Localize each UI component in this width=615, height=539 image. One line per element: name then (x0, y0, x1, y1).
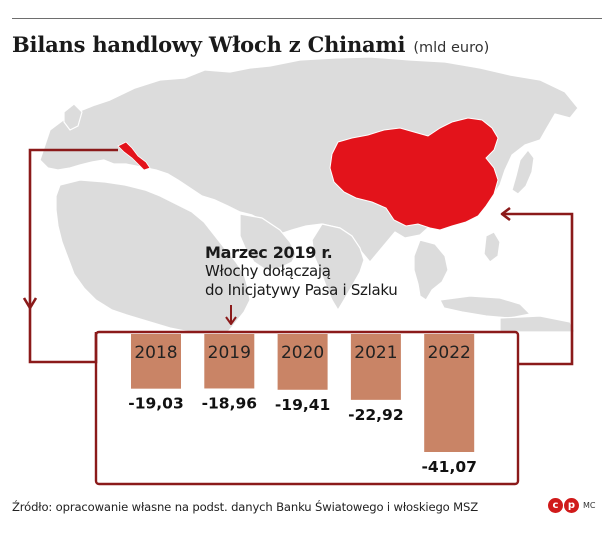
value-label-2022: -41,07 (421, 458, 476, 476)
category-label-2019: 2019 (208, 343, 251, 363)
value-label-2019: -18,96 (202, 394, 257, 412)
bar-2022 (424, 334, 475, 452)
title-unit: (mld euro) (413, 40, 490, 56)
land-arabia (239, 213, 297, 271)
pointer-arrow-head (225, 316, 237, 325)
land-philippines (483, 231, 501, 263)
logo-c-icon: c (548, 498, 563, 513)
bars-layer: 2018 -19,03 2019 -18,96 2020 -19,41 2021 -22,92… (128, 334, 477, 476)
loop-arrow-left-head (22, 297, 38, 310)
category-label-2018: 2018 (134, 343, 177, 363)
land-japan (511, 149, 535, 195)
category-label-2022: 2022 (428, 343, 471, 363)
logo-p-icon: p (564, 498, 579, 513)
bar-2020 (277, 334, 328, 390)
title-main: Bilans handlowy Włoch z Chinami (12, 32, 406, 57)
annotation-line-2: do Inicjatywy Pasa i Szlaku (205, 281, 398, 299)
annotation: Marzec 2019 r. Włochy dołączają do Inicj… (205, 243, 398, 300)
land-southeast-asia (413, 239, 449, 301)
loop-arrow-left (28, 148, 118, 364)
annotation-heading: Marzec 2019 r. (205, 243, 333, 262)
annotation-line-1: Włochy dołączają (205, 262, 331, 280)
land-india (311, 223, 365, 311)
value-label-2018: -19,03 (128, 395, 183, 413)
publisher-logo: c p MC (548, 498, 596, 513)
value-label-2020: -19,41 (275, 396, 330, 414)
value-label-2021: -22,92 (348, 406, 403, 424)
logo-mc: MC (583, 501, 596, 510)
category-label-2021: 2021 (354, 343, 397, 363)
land-africa (55, 179, 251, 333)
category-label-2020: 2020 (281, 343, 324, 363)
bar-2019 (204, 334, 255, 389)
land-britain (63, 103, 83, 131)
loop-arrow-right (502, 212, 574, 366)
source-note: Źródło: opracowanie własne na podst. dan… (12, 500, 479, 514)
loop-arrow-right-head (500, 206, 511, 222)
chart-title: Bilans handlowy Włoch z Chinami (mld eur… (12, 32, 489, 57)
italy-shape (117, 141, 151, 171)
bar-2018 (131, 334, 181, 389)
bar-2021 (350, 334, 401, 400)
bar-chart-frame (94, 330, 520, 486)
land-indonesia (439, 295, 531, 319)
china-shape (329, 117, 499, 231)
top-rule (12, 18, 602, 19)
